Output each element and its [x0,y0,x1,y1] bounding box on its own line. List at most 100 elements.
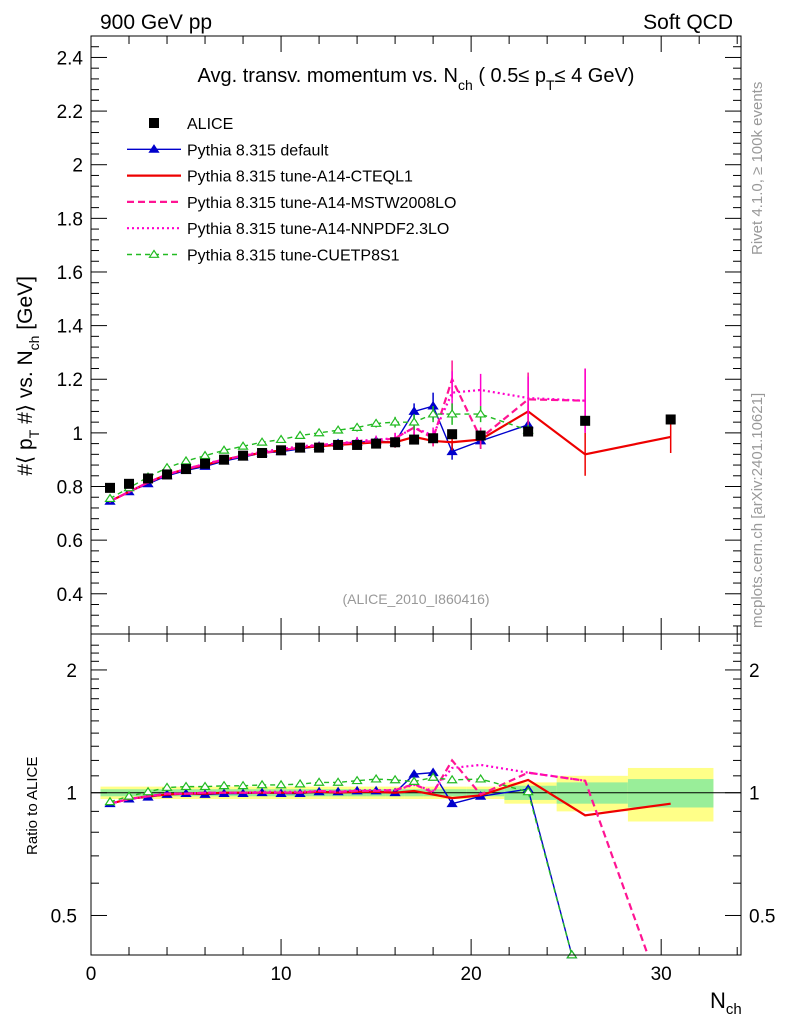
ratio-band-inner [627,779,714,808]
data-point [523,426,534,437]
data-point [390,437,401,448]
series-marker [446,408,458,418]
legend-label: ALICE [187,116,233,133]
data-point [580,415,591,426]
x-tick-label: 30 [651,964,672,985]
category-label: Soft QCD [643,11,733,34]
series-line [109,405,529,502]
data-point [352,439,363,450]
ratio-tick-label: 0.5 [51,906,77,927]
ratio-series-marker [123,791,135,800]
data-point [333,439,344,450]
legend-label: Pythia 8.315 tune-A14-NNPDF2.3LO [187,221,449,238]
legend-marker [148,249,160,258]
top-panel: 0.4 0.6 0.8 1 1.2 1.4 1.6 1.8 2 2.2 2.4 Avg. trans… [57,35,742,635]
data-point [162,469,173,480]
energy-label: 900 GeV pp [100,11,212,34]
ratio-series-marker [408,776,420,785]
ratio-series-marker [275,779,287,789]
data-point [409,434,420,445]
ratio-series-marker [370,773,382,783]
ratio-tick-label: 2 [66,661,77,682]
series-marker [313,427,325,437]
series-line [109,413,529,500]
data-point [665,414,676,425]
series-marker [199,450,211,460]
ratio-series-marker [475,773,487,783]
y-axis-label: #⟨ pT #⟩ vs. Nch [GeV] [14,276,42,476]
series-marker [427,408,439,418]
y-tick-label: 0.4 [57,585,84,606]
series-marker [104,493,116,503]
legend-marker [148,144,160,153]
ratio-tick-label: 1 [66,784,77,805]
ratio-tick-label-right: 0.5 [749,906,775,927]
y-tick-label: 1.8 [57,209,83,230]
ratio-series-marker [218,780,230,790]
ratio-series-marker [427,772,439,781]
x-axis-label: Nch [710,988,742,1018]
y-tick-label: 1.6 [57,263,83,284]
ratio-series-marker [104,796,116,806]
ratio-series-line [109,776,573,956]
data-point [257,447,268,458]
series-marker [351,422,363,431]
legend-marker [149,118,159,128]
ratio-series-marker [522,786,534,796]
series-marker [256,437,268,446]
legend-label: Pythia 8.315 tune-A14-MSTW2008LO [187,195,456,212]
x-tick-label: 0 [86,964,97,985]
y-tick-label: 0.8 [57,478,83,499]
analysis-label: (ALICE_2010_I860416) [342,591,489,607]
mcplots-side-label: mcplots.cern.ch [arXiv:2401.10621] [749,393,766,628]
data-point [276,445,287,456]
ratio-series-marker [351,775,363,785]
data-point [181,464,192,475]
series-marker [408,417,420,426]
data-point [314,442,325,453]
legend-label: Pythia 8.315 tune-CUETP8S1 [187,248,400,265]
ratio-plot-frame [90,633,742,956]
data-point [447,429,458,440]
data-point [124,478,135,489]
legend-label: Pythia 8.315 default [187,142,329,159]
ratio-series-marker [446,798,458,808]
series-marker [237,441,249,450]
data-point [219,454,230,465]
data-point [295,442,306,453]
legend-label: Pythia 8.315 tune-A14-CTEQL1 [187,169,413,186]
series-line [109,388,586,503]
ratio-series-marker [161,782,173,791]
y-tick-label: 0.6 [57,531,83,552]
x-tick-label: 10 [270,964,291,985]
series-marker [389,417,401,426]
series-marker [275,434,287,444]
ratio-series-marker [389,774,401,784]
ratio-y-axis-label: Ratio to ALICE [24,757,41,855]
chart-title: Avg. transv. momentum vs. Nch ( 0.5≤ pT≤… [198,65,635,93]
x-tick-label: 20 [461,964,482,985]
series-line [109,376,586,503]
data-point [238,450,249,461]
data-point [143,473,154,484]
y-tick-label: 2.2 [57,102,83,123]
ratio-series-marker [446,774,458,784]
y-tick-label: 2 [72,156,83,177]
series-marker [332,425,344,434]
y-tick-label: 1.2 [57,370,83,391]
data-point [371,438,382,449]
ratio-series-marker [313,777,325,786]
legend: ALICE Pythia 8.315 default Pythia 8.315 tu… [127,116,456,265]
ratio-series-line [109,763,586,805]
ratio-series-marker [256,779,268,789]
series-marker [446,446,458,456]
series-marker [180,455,192,465]
data-point [200,458,211,469]
ratio-series-marker [199,781,211,791]
data-point [428,433,439,444]
ratio-series-marker [237,780,249,790]
ratio-series-line [109,771,573,956]
ratio-tick-label-right: 2 [749,661,760,682]
y-tick-label: 1 [72,424,83,445]
